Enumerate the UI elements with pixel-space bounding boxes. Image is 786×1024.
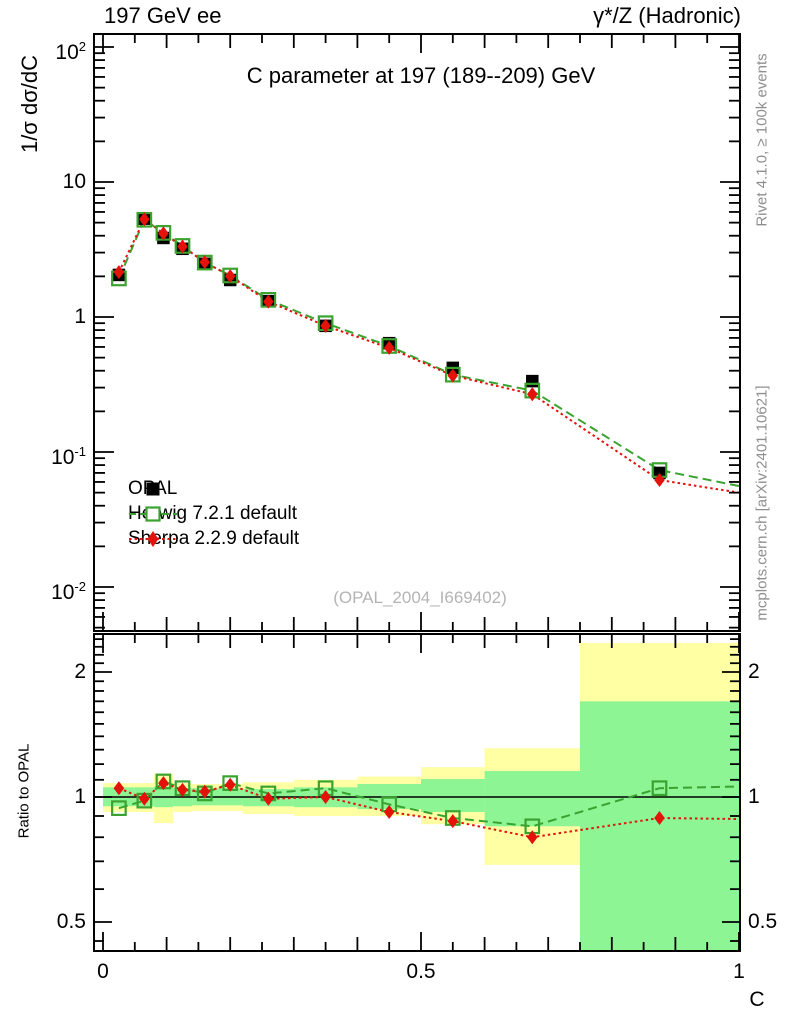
- sherpa-marker: [139, 212, 150, 227]
- sherpa-ratio-marker: [224, 777, 236, 792]
- process-label: γ*/Z (Hadronic): [593, 3, 741, 28]
- analysis-id-watermark: (OPAL_2004_I669402): [333, 588, 507, 607]
- main-y-tick-label: 1: [74, 305, 86, 328]
- ratio-y-tick-label-right: 0.5: [748, 910, 778, 933]
- beam-energy-label: 197 GeV ee: [104, 3, 222, 28]
- sherpa-diamond-dotted-icon: [129, 530, 177, 547]
- rivet-version-note: Rivet 4.1.0, ≥ 100k events: [753, 53, 771, 227]
- sherpa-ratio-marker: [263, 791, 274, 806]
- sherpa-marker: [527, 387, 538, 402]
- uncertainty-band-stat: [580, 701, 739, 952]
- legend-item-herwig: Herwig 7.2.1 default: [128, 501, 299, 526]
- herwig-open-square-dashed-icon: [129, 505, 177, 522]
- main-y-tick-label: 102: [55, 39, 86, 64]
- ratio-y-tick-label-right: 1: [748, 785, 760, 808]
- sherpa-marker: [224, 269, 236, 284]
- sherpa-marker: [177, 239, 188, 254]
- x-tick-label: 0: [97, 960, 109, 983]
- main-y-axis-title: 1/σ dσ/dC: [17, 54, 42, 154]
- sherpa-ratio-marker: [320, 790, 331, 804]
- opal-filled-square-icon: [146, 482, 160, 495]
- uncertainty-band-stat: [421, 778, 485, 813]
- legend-label: Sherpa 2.2.9 default: [128, 527, 300, 549]
- sherpa-ratio-marker: [199, 784, 211, 799]
- ratio-plot-canvas: [93, 633, 741, 952]
- ratio-y-tick-label: 2: [74, 660, 86, 683]
- x-tick-label: 0.5: [406, 960, 436, 983]
- main-y-tick-label: 10: [62, 170, 86, 193]
- sherpa-ratio-marker: [113, 781, 125, 796]
- opal-data-marker: [526, 374, 539, 388]
- legend-item-sherpa: Sherpa 2.2.9 default: [128, 526, 299, 551]
- ratio-y-tick-label-right: 2: [748, 660, 760, 683]
- sherpa-ratio-marker: [158, 776, 169, 791]
- x-axis-title: C: [749, 988, 765, 1011]
- sherpa-marker: [383, 340, 395, 355]
- sherpa-marker: [113, 265, 125, 280]
- legend-label: Herwig 7.2.1 default: [128, 502, 297, 524]
- x-tick-label: 1: [733, 960, 745, 983]
- plot-title: C parameter at 197 (189--209) GeV: [246, 63, 596, 88]
- sherpa-ratio-marker: [527, 830, 538, 845]
- sherpa-marker: [447, 368, 459, 383]
- herwig-ratio-marker: [651, 780, 668, 797]
- sherpa-ratio-marker: [177, 782, 188, 797]
- sherpa-ratio-marker: [383, 805, 395, 820]
- uncertainty-band-stat: [484, 771, 580, 827]
- mcplots-arxiv-note: mcplots.cern.ch [arXiv:2401.10621]: [753, 385, 771, 621]
- main-plot-canvas: [93, 33, 741, 632]
- sherpa-ratio-marker: [139, 791, 150, 806]
- legend: OPAL Herwig 7.2.1 default Sherpa 2.2.9 d…: [128, 476, 299, 551]
- sherpa-marker: [654, 473, 665, 488]
- main-plot-frame: [93, 33, 741, 632]
- legend-item-opal: OPAL: [128, 476, 299, 501]
- sherpa-marker: [320, 318, 331, 333]
- ratio-plot-frame: [93, 633, 741, 952]
- ratio-y-tick-label: 1: [74, 785, 86, 808]
- main-y-tick-label: 10-1: [51, 444, 86, 469]
- main-y-tick-label: 10-2: [51, 579, 86, 604]
- herwig-ratio-marker: [111, 800, 127, 817]
- sherpa-ratio-marker: [447, 814, 459, 829]
- sherpa-marker: [263, 294, 274, 309]
- ratio-y-tick-label: 0.5: [56, 910, 86, 933]
- sherpa-ratio-marker: [654, 811, 665, 826]
